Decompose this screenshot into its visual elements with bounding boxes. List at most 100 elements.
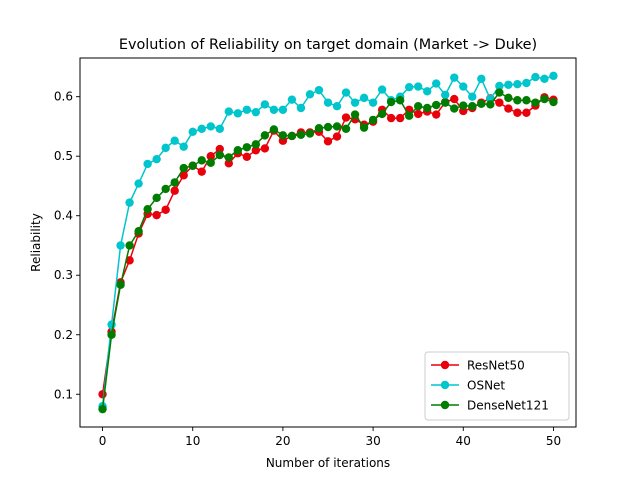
data-point [242,152,252,161]
legend-label: DenseNet121 [467,399,549,413]
data-point [332,102,342,111]
data-point [468,92,477,101]
legend-label: ResNet50 [467,359,525,373]
data-point [477,99,486,109]
data-point [377,109,387,119]
data-point [125,198,134,207]
y-tick-label: 0.5 [54,149,73,163]
data-point [206,122,215,131]
data-point [432,100,441,110]
data-point [332,132,342,141]
x-axis-label: Number of iterations [266,456,390,470]
series-layer [98,71,558,414]
data-point [540,94,549,104]
data-point [395,113,405,123]
data-point [522,78,531,88]
data-point [504,80,513,89]
data-point [468,102,477,111]
legend-marker [440,400,450,410]
data-point [152,154,161,164]
data-point [377,85,387,94]
data-point [161,205,170,214]
data-point [179,163,188,173]
data-point [224,159,233,168]
data-point [540,74,549,84]
data-point [359,93,369,103]
data-point [305,129,315,138]
data-point [116,241,125,250]
data-point [305,90,315,99]
data-point [224,153,233,162]
legend-label: OSNet [467,379,505,393]
plot-frame [79,57,577,428]
data-point [386,113,396,123]
data-point [269,105,279,114]
data-point [522,96,531,105]
data-point [233,109,243,118]
data-point [432,110,441,119]
data-point [323,137,333,146]
data-point [513,96,522,105]
data-point [423,103,432,113]
x-tick-label: 0 [99,434,107,448]
data-point [215,144,224,154]
data-point [179,142,188,151]
data-point [395,96,405,105]
data-point [287,95,297,104]
data-point [233,146,243,155]
data-point [522,108,531,117]
data-point [350,110,360,119]
data-point [206,158,215,167]
data-point [441,90,450,100]
data-point [459,82,468,91]
data-point [134,226,143,236]
x-tick-label: 40 [456,434,471,448]
data-point [413,102,423,111]
data-point [188,161,197,170]
data-point [341,113,351,122]
data-point [161,143,170,153]
data-point [152,210,161,220]
y-tick-label: 0.4 [54,209,73,223]
y-tick-label: 0.1 [54,387,73,401]
data-point [278,131,288,140]
data-point [278,105,288,114]
x-tick-label: 20 [275,434,290,448]
data-point [495,98,504,107]
data-point [287,131,297,141]
data-point [549,71,558,81]
series-densenet121 [98,88,558,414]
x-tick-label: 50 [546,434,561,448]
data-point [495,81,504,91]
data-point [386,97,396,107]
data-point [206,152,215,161]
data-point [486,100,495,109]
data-point [323,98,333,107]
data-point [450,94,459,104]
data-point [513,79,522,89]
y-tick-label: 0.3 [54,268,73,282]
data-point [450,73,459,82]
data-point [260,144,270,153]
data-point [242,143,252,152]
data-point [143,204,152,214]
data-point [125,256,134,265]
x-axis-ticks: 0 10 20 30 40 50 [99,427,561,448]
data-point [260,131,270,140]
data-point [477,74,486,84]
data-point [404,111,414,120]
data-point [296,103,306,113]
data-point [341,124,351,134]
data-point [98,390,107,399]
data-point [368,98,378,107]
data-point [116,280,125,289]
data-point [161,184,170,194]
data-point [459,101,468,110]
legend-marker [440,360,450,370]
data-point [341,88,351,97]
y-axis-ticks: 0.1 0.2 0.3 0.4 0.5 0.6 [54,90,80,401]
data-point [242,105,252,114]
data-point [513,108,522,117]
data-point [251,140,261,149]
